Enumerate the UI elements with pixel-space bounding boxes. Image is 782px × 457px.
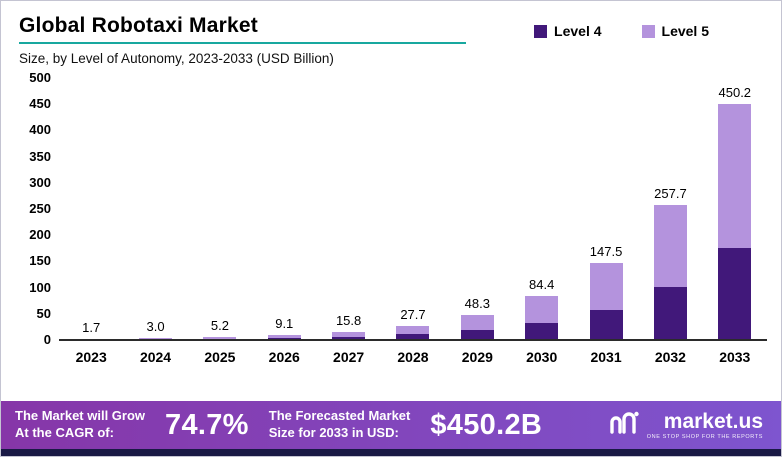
bar-total-label: 48.3 — [464, 295, 490, 311]
page-title: Global Robotaxi Market — [19, 14, 258, 37]
bar-total-label: 27.7 — [400, 306, 426, 322]
bar-segment-level4[interactable] — [396, 334, 430, 340]
bar-segment-level5[interactable] — [203, 337, 237, 339]
x-axis-label-2025: 2025 — [204, 349, 236, 365]
stats-banner: The Market will Grow At the CAGR of: 74.… — [1, 401, 781, 449]
title-underline — [19, 42, 466, 44]
y-tick-label: 450 — [29, 96, 51, 112]
x-axis-label-2024: 2024 — [139, 349, 172, 365]
bar-segment-level5[interactable] — [718, 104, 752, 248]
legend-label-level5: Level 5 — [661, 23, 709, 39]
bar-group-2033: 450.2 — [703, 85, 767, 340]
chart-legend: Level 4 Level 5 — [534, 23, 709, 39]
x-axis-label-2029: 2029 — [461, 349, 493, 365]
bars-container: 1.7 3.0 5.2 9.1 15.8 27.7 48.3 84.4 147.5 257.7 45… — [59, 78, 767, 340]
y-tick-label: 500 — [29, 70, 51, 85]
bar-segment-level5[interactable] — [653, 204, 687, 288]
forecast-label: The Forecasted Market Size for 2033 in U… — [268, 408, 411, 440]
bar-total-label: 3.0 — [146, 319, 165, 335]
x-axis-label-2030: 2030 — [526, 349, 558, 365]
y-tick-label: 400 — [29, 122, 51, 138]
y-axis: 500 450 400 350 300 250 200 150 100 50 0 — [13, 70, 59, 347]
bar-segment-level4[interactable] — [718, 247, 752, 340]
forecast-value: $450.2B — [430, 408, 543, 441]
y-tick-label: 50 — [36, 305, 51, 321]
bar-total-label: 450.2 — [718, 85, 752, 101]
bar-segment-level5[interactable] — [589, 262, 623, 310]
legend-item-level4[interactable]: Level 4 — [534, 23, 602, 39]
bar-group-2028: 27.7 — [381, 306, 445, 340]
bar-segment-level4[interactable] — [267, 338, 301, 340]
bar-group-2032: 257.7 — [638, 186, 702, 340]
x-axis-label-2023: 2023 — [75, 349, 107, 365]
x-axis-label-2032: 2032 — [654, 349, 686, 365]
bar-total-label: 1.7 — [82, 320, 101, 336]
bar-group-2025: 5.2 — [188, 318, 252, 340]
x-axis-label-2033: 2033 — [719, 349, 751, 365]
bar-segment-level5[interactable] — [139, 338, 173, 340]
level4-swatch-icon — [534, 24, 548, 38]
page-subtitle: Size, by Level of Autonomy, 2023-2033 (U… — [19, 51, 334, 66]
cagr-value: 74.7% — [165, 408, 249, 441]
bar-segment-level5[interactable] — [267, 335, 301, 339]
y-tick-label: 350 — [29, 148, 51, 164]
bar-total-label: 9.1 — [275, 316, 294, 332]
level5-swatch-icon — [641, 24, 655, 38]
y-tick-label: 250 — [29, 201, 51, 216]
chart-area: 500 450 400 350 300 250 200 150 100 50 0 1.7 3.0 5.2… — [1, 70, 781, 365]
legend-item-level5[interactable]: Level 5 — [641, 23, 709, 39]
bar-segment-level5[interactable] — [396, 325, 430, 335]
footer-banner: The Market will Grow At the CAGR of: 74.… — [1, 401, 781, 456]
bottom-strip — [1, 449, 781, 456]
bar-segment-level4[interactable] — [203, 338, 237, 340]
bar-group-2027: 15.8 — [316, 313, 380, 340]
bar-segment-level4[interactable] — [460, 330, 494, 340]
bar-segment-level4[interactable] — [653, 287, 687, 340]
x-axis: 2023 2024 2025 2026 2027 2028 2029 2030 2031 2032… — [59, 349, 767, 365]
bar-total-label: 84.4 — [529, 276, 555, 292]
y-tick-label: 300 — [29, 174, 51, 190]
bar-segment-level4[interactable] — [139, 339, 173, 340]
y-tick-label: 100 — [29, 279, 51, 295]
bar-segment-level4[interactable] — [332, 336, 366, 340]
bar-segment-level5[interactable] — [460, 314, 494, 331]
bar-segment-level4[interactable] — [525, 322, 559, 340]
brand-block[interactable]: market.us One Stop Shop For The Reports — [609, 410, 767, 441]
bar-group-2024: 3.0 — [123, 319, 187, 340]
plot-area: 1.7 3.0 5.2 9.1 15.8 27.7 48.3 84.4 147.5 257.7 45… — [59, 78, 767, 341]
bar-segment-level4[interactable] — [589, 309, 623, 340]
bar-total-label: 257.7 — [654, 185, 687, 201]
bar-group-2031: 147.5 — [574, 244, 638, 340]
bar-group-2030: 84.4 — [510, 277, 574, 340]
bar-segment-level5[interactable] — [525, 295, 559, 323]
x-axis-label-2028: 2028 — [397, 349, 429, 365]
x-axis-label-2027: 2027 — [333, 349, 365, 365]
cagr-label: The Market will Grow At the CAGR of: — [15, 408, 146, 440]
bar-group-2029: 48.3 — [445, 296, 509, 340]
y-tick-label: 200 — [29, 227, 51, 243]
bar-total-label: 147.5 — [589, 243, 623, 259]
y-tick-label: 150 — [29, 253, 51, 269]
bar-group-2026: 9.1 — [252, 316, 316, 340]
brand-name: market.us — [663, 409, 763, 433]
y-axis-spacer — [13, 340, 59, 365]
legend-label-level4: Level 4 — [554, 23, 602, 39]
x-axis-label-2026: 2026 — [268, 349, 300, 365]
x-axis-label-2031: 2031 — [590, 349, 622, 365]
market-us-logo-icon — [609, 410, 639, 441]
chart-header: Global Robotaxi Market Size, by Level of… — [1, 1, 781, 66]
bar-group-2023: 1.7 — [59, 320, 123, 340]
brand-tagline: One Stop Shop For The Reports — [646, 433, 763, 440]
bar-segment-level5[interactable] — [74, 339, 108, 340]
bar-total-label: 5.2 — [210, 318, 229, 334]
bar-total-label: 15.8 — [335, 312, 362, 328]
bar-segment-level5[interactable] — [332, 331, 366, 337]
y-tick-label: 0 — [43, 332, 51, 347]
